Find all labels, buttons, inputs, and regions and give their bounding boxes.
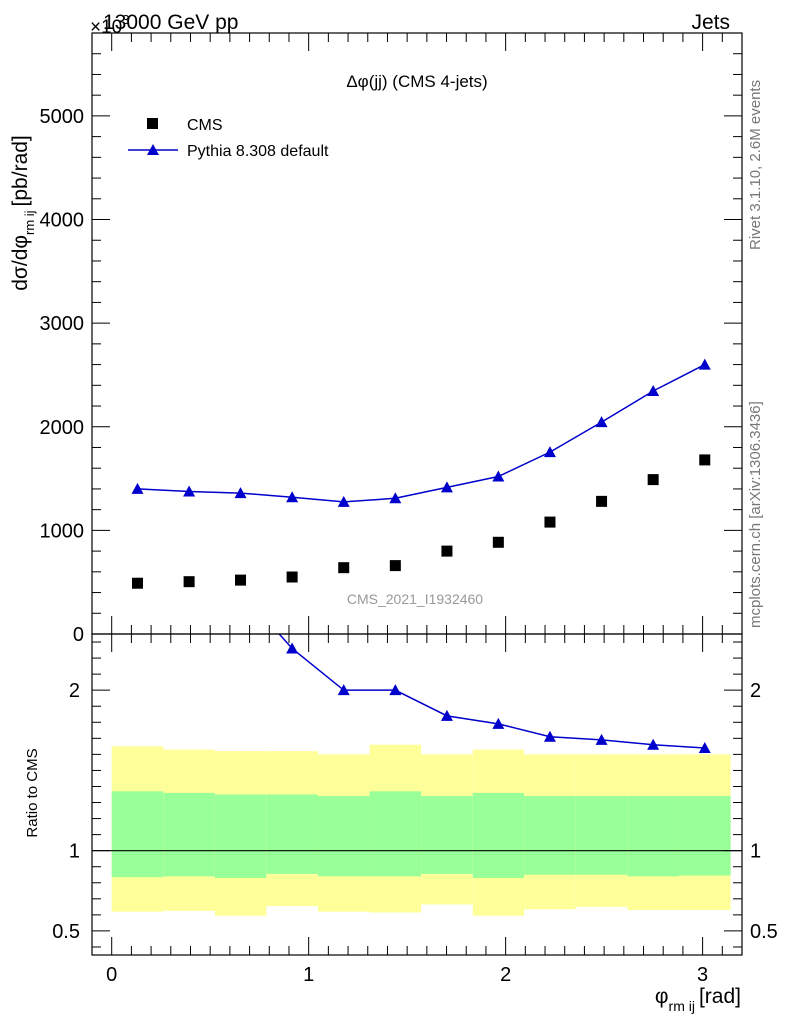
cms-point (647, 474, 659, 486)
ratio-mc-point (235, 585, 247, 596)
mc-point (492, 470, 505, 482)
y-tick-label: 3000 (40, 313, 85, 335)
ratio-bands (111, 744, 731, 916)
mc-point (698, 358, 711, 370)
mc-point (183, 485, 196, 497)
mc-point (234, 487, 247, 499)
ratio-mc-point (389, 684, 402, 696)
x-tick-label: 3 (697, 964, 708, 986)
y-axis-label-unit: [pb/rad] (9, 135, 32, 206)
ratio-y-tick-label-right: 1 (750, 841, 761, 863)
y-axis-label: dσ/dφrm ij [pb/rad] (9, 135, 37, 291)
y-tick-label: 2000 (40, 417, 85, 439)
cms-point (544, 516, 556, 528)
x-axis-label-unit: [rad] (699, 985, 741, 1008)
green-band-bin (266, 794, 318, 874)
y-multiplier-exponent: 3 (122, 12, 129, 27)
y-axis-label-main: dσ/dφ (9, 235, 32, 291)
ratio-mc-point (647, 738, 660, 750)
green-band-bin (214, 794, 267, 878)
mc-line (137, 363, 706, 503)
mc-point (440, 481, 453, 493)
cms-point (338, 562, 350, 574)
mc-point (543, 446, 556, 458)
ratio-mc-point (595, 733, 608, 745)
header-left: 13000 GeV pp (103, 11, 238, 34)
x-tick-label: 1 (303, 964, 314, 986)
y-tick-label: 4000 (40, 210, 85, 232)
mc-point (647, 385, 660, 397)
y-tick-label: 5000 (40, 106, 85, 128)
green-band-bin (678, 796, 731, 876)
ratio-mc-line (278, 634, 705, 749)
y-axis-label-sub: rm ij (22, 210, 37, 235)
svg-text:dσ/dφrm ij[pb/rad]: dσ/dφrm ij [pb/rad] (9, 135, 37, 291)
ratio-mc-point (543, 730, 556, 742)
mc-point (595, 416, 608, 428)
ratio-y-tick-label-right: 0.5 (750, 921, 778, 943)
ratio-y-label: Ratio to CMS (24, 748, 41, 837)
y-tick-label: 0 (73, 624, 84, 646)
cms-point (441, 545, 453, 557)
ratio-mc-point (337, 684, 350, 696)
cms-point (183, 576, 195, 588)
cms-point (235, 574, 247, 586)
green-band-bin (111, 791, 164, 878)
side-text-rivet: Rivet 3.1.10, 2.6M events (747, 80, 764, 250)
legend-label-mc: Pythia 8.308 default (187, 143, 329, 160)
mc-point (337, 495, 350, 507)
ratio-y-tick-label-left: 2 (69, 680, 80, 702)
axis-ticks (92, 32, 742, 955)
watermark-label: CMS_2021_I1932460 (347, 591, 483, 607)
green-band-bin (369, 791, 422, 877)
axis-tick-labels: 0 1 2 3 0 1000 2000 3000 4000 5000 0.5 0.5 1 1 2 2 (40, 106, 778, 986)
green-band-bin (524, 796, 576, 875)
legend: CMS Pythia 8.308 default (128, 117, 329, 160)
mc-point (389, 492, 402, 504)
x-tick-label: 2 (500, 964, 511, 986)
cms-point (596, 495, 608, 507)
green-band-bin (163, 792, 215, 877)
legend-label-cms: CMS (187, 117, 223, 134)
y-multiplier: ×103 (90, 12, 129, 38)
side-text-mcplots: mcplots.cern.ch [arXiv:1306.3436] (747, 401, 764, 628)
ratio-series (132, 546, 711, 753)
green-band-bin (317, 796, 370, 877)
header-right: Jets (691, 11, 730, 34)
ratio-mc-point (286, 642, 299, 654)
green-band-bin (472, 792, 525, 878)
legend-marker-cms (147, 118, 158, 129)
mc-point (286, 491, 299, 503)
green-band-bin (421, 796, 473, 874)
cms-point (286, 571, 298, 583)
green-band-bin (575, 796, 628, 875)
x-tick-label: 0 (106, 964, 117, 986)
ratio-y-tick-label-left: 0.5 (52, 921, 80, 943)
mc-point (131, 482, 144, 494)
y-tick-label: 1000 (40, 520, 85, 542)
main-series (131, 358, 711, 589)
cms-point (699, 454, 711, 466)
cms-point (132, 577, 143, 589)
x-axis-label: φrm ij [rad] (655, 985, 741, 1014)
cms-point (492, 536, 504, 548)
x-axis-label-main: φ (655, 985, 669, 1008)
ratio-y-tick-label-left: 1 (69, 841, 80, 863)
green-band-bin (627, 796, 679, 877)
ratio-frame (91, 633, 743, 956)
ratio-mc-point (698, 741, 711, 753)
y-multiplier-base: ×10 (90, 17, 122, 38)
chart-title: Δφ(jj) (CMS 4-jets) (346, 72, 487, 91)
ratio-mc-point (492, 717, 505, 729)
ratio-y-tick-label-right: 2 (750, 680, 761, 702)
x-axis-label-sub: rm ij (669, 998, 695, 1014)
ratio-mc-point (132, 546, 144, 557)
cms-point (389, 560, 401, 572)
ratio-mc-point (440, 709, 453, 721)
legend-marker-mc (147, 144, 159, 155)
